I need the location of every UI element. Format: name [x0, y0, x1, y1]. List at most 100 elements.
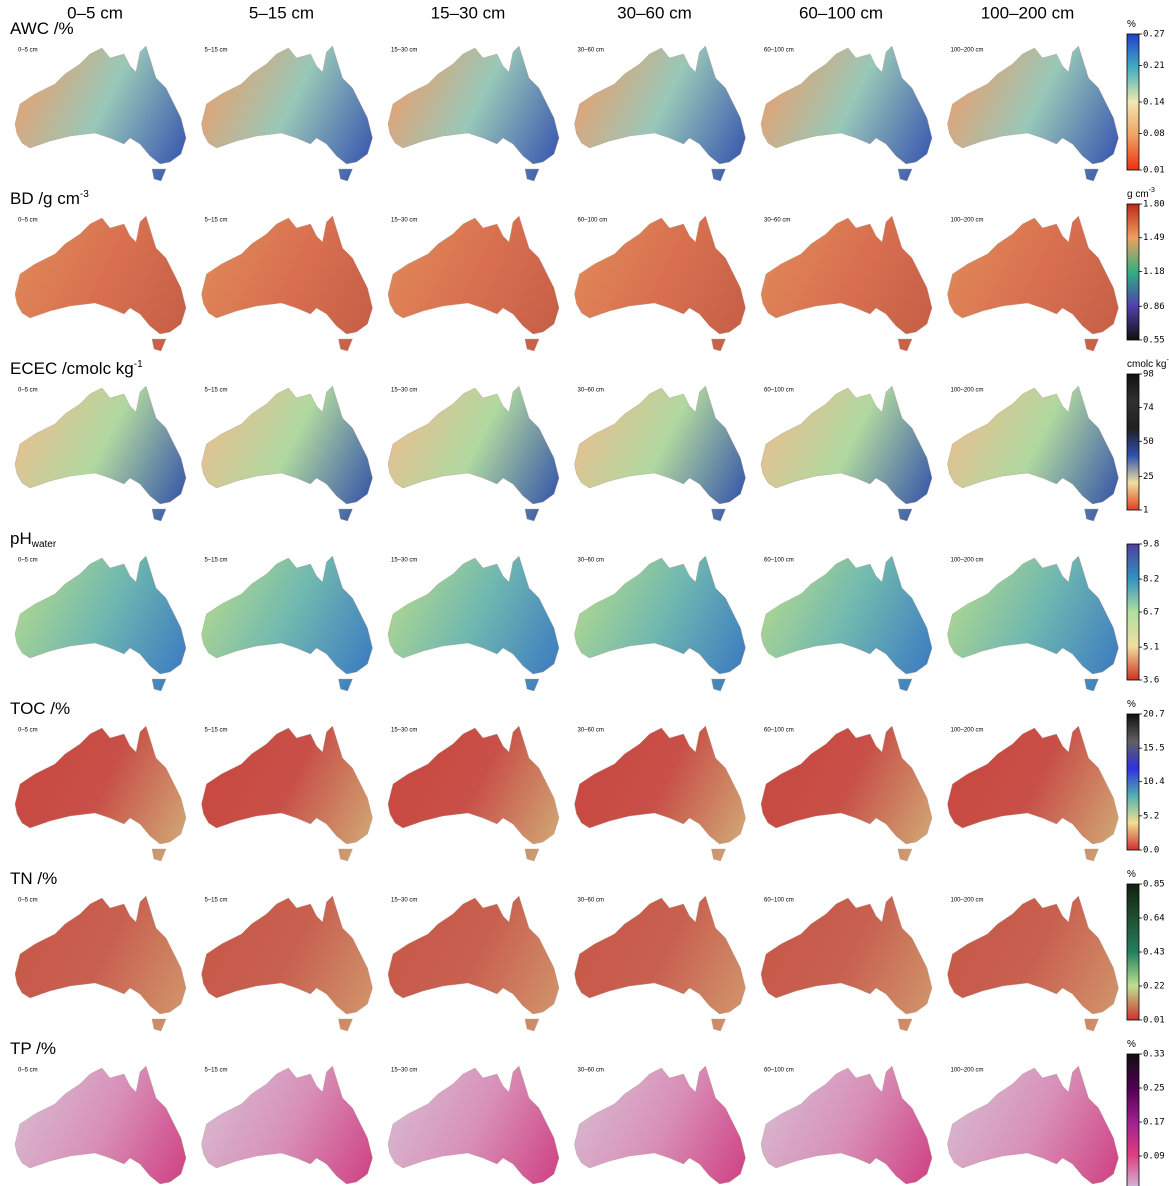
map-depth-label: 0–5 cm	[18, 728, 38, 734]
australia-map	[948, 386, 1119, 521]
map-depth-label: 30–60 cm	[578, 728, 604, 734]
map-panel: 15–30 cm	[388, 556, 559, 691]
colorbar-tick-label: 0.01	[1143, 166, 1165, 176]
map-depth-label: 30–60 cm	[578, 1068, 604, 1074]
colorbar-tick-label: 0.86	[1143, 302, 1165, 312]
colorbar-tick-label: 0.0	[1143, 846, 1159, 856]
colorbar	[1127, 714, 1139, 850]
map-depth-label: 15–30 cm	[391, 48, 417, 54]
australia-map	[575, 556, 746, 691]
australia-map	[948, 1066, 1119, 1186]
map-depth-label: 15–30 cm	[391, 388, 417, 394]
row-label-text: pH	[10, 529, 32, 548]
row-label: TP /%	[10, 1039, 56, 1058]
column-header: 60–100 cm	[799, 3, 883, 22]
map-panel: 30–60 cm	[575, 896, 746, 1031]
colorbar-tick-label: 9.8	[1143, 540, 1159, 550]
map-depth-label: 100–200 cm	[951, 728, 984, 734]
australia-map	[761, 216, 932, 351]
colorbar-tick-label: 1	[1143, 506, 1148, 516]
map-panel: 60–100 cm	[761, 896, 932, 1031]
colorbar-unit: %	[1127, 699, 1136, 710]
map-panel: 60–100 cm	[575, 216, 746, 351]
map-panel: 5–15 cm	[202, 386, 373, 521]
map-depth-label: 60–100 cm	[764, 1068, 794, 1074]
map-depth-label: 60–100 cm	[764, 48, 794, 54]
colorbar-unit: g cm-3	[1127, 187, 1155, 200]
map-panel: 60–100 cm	[761, 46, 932, 181]
map-panel: 5–15 cm	[202, 726, 373, 861]
colorbar-tick-label: 8.2	[1143, 575, 1159, 585]
colorbar-tick-label: 0.21	[1143, 61, 1165, 71]
colorbar-tick-label: 0.17	[1143, 1118, 1165, 1128]
australia-map	[761, 1066, 932, 1186]
colorbar-tick-label: 0.85	[1143, 880, 1165, 890]
row-label: TN /%	[10, 869, 57, 888]
row-label-sub: water	[31, 539, 57, 550]
map-panel: 0–5 cm	[15, 46, 186, 181]
australia-map	[575, 1066, 746, 1186]
map-depth-label: 0–5 cm	[18, 218, 38, 224]
row-label-text: ECEC /cmolc kg	[10, 359, 134, 378]
map-depth-label: 100–200 cm	[951, 388, 984, 394]
map-depth-label: 60–100 cm	[764, 898, 794, 904]
colorbar-tick-label: 5.1	[1143, 643, 1159, 653]
australia-map	[575, 726, 746, 861]
unit-text: %	[1127, 1039, 1136, 1050]
map-depth-label: 15–30 cm	[391, 728, 417, 734]
map-depth-label: 5–15 cm	[205, 1068, 228, 1074]
colorbar-tick-label: 50	[1143, 437, 1154, 447]
colorbar-unit: %	[1127, 19, 1136, 30]
map-depth-label: 100–200 cm	[951, 48, 984, 54]
map-panel: 0–5 cm	[15, 726, 186, 861]
row-label-text: AWC /%	[10, 19, 74, 38]
australia-map	[575, 896, 746, 1031]
colorbar-tick-label: 0.33	[1143, 1050, 1165, 1060]
colorbar	[1127, 884, 1139, 1020]
australia-map	[388, 556, 559, 691]
australia-map	[948, 896, 1119, 1031]
colorbar-tick-label: 5.2	[1143, 811, 1159, 821]
map-depth-label: 30–60 cm	[578, 898, 604, 904]
colorbar-unit: %	[1127, 869, 1136, 880]
map-depth-label: 100–200 cm	[951, 218, 984, 224]
unit-sup: -3	[1149, 187, 1155, 194]
map-depth-label: 15–30 cm	[391, 1068, 417, 1074]
australia-map	[202, 896, 373, 1031]
map-depth-label: 5–15 cm	[205, 728, 228, 734]
row-label-text: TN /%	[10, 869, 57, 888]
colorbar-unit: cmolc kg-1	[1127, 357, 1169, 370]
australia-map	[948, 726, 1119, 861]
colorbar-tick-label: 74	[1143, 403, 1154, 413]
map-depth-label: 30–60 cm	[578, 558, 604, 564]
row-label: ECEC /cmolc kg-1	[10, 359, 143, 379]
column-header: 30–60 cm	[617, 3, 692, 22]
colorbar-tick-label: 0.27	[1143, 30, 1165, 40]
map-panel: 100–200 cm	[948, 1066, 1119, 1186]
map-depth-label: 5–15 cm	[205, 218, 228, 224]
map-depth-label: 5–15 cm	[205, 48, 228, 54]
map-depth-label: 5–15 cm	[205, 388, 228, 394]
colorbar-tick-label: 3.6	[1143, 676, 1159, 686]
colorbar-tick-label: 1.49	[1143, 233, 1165, 243]
australia-map	[388, 386, 559, 521]
row-label: AWC /%	[10, 19, 74, 38]
map-panel: 30–60 cm	[575, 1066, 746, 1186]
map-depth-label: 0–5 cm	[18, 898, 38, 904]
australia-map	[948, 46, 1119, 181]
unit-text: %	[1127, 869, 1136, 880]
colorbar-tick-label: 0.64	[1143, 914, 1165, 924]
colorbar-tick-label: 1.80	[1143, 200, 1165, 210]
map-panel: 0–5 cm	[15, 896, 186, 1031]
australia-map	[202, 1066, 373, 1186]
colorbar	[1127, 34, 1139, 170]
australia-map	[948, 556, 1119, 691]
map-depth-label: 0–5 cm	[18, 388, 38, 394]
unit-text: %	[1127, 699, 1136, 710]
australia-map	[761, 726, 932, 861]
map-panel: 30–60 cm	[575, 386, 746, 521]
australia-map	[15, 556, 186, 691]
map-depth-label: 5–15 cm	[205, 898, 228, 904]
colorbar-tick-label: 25	[1143, 472, 1154, 482]
map-depth-label: 0–5 cm	[18, 558, 38, 564]
